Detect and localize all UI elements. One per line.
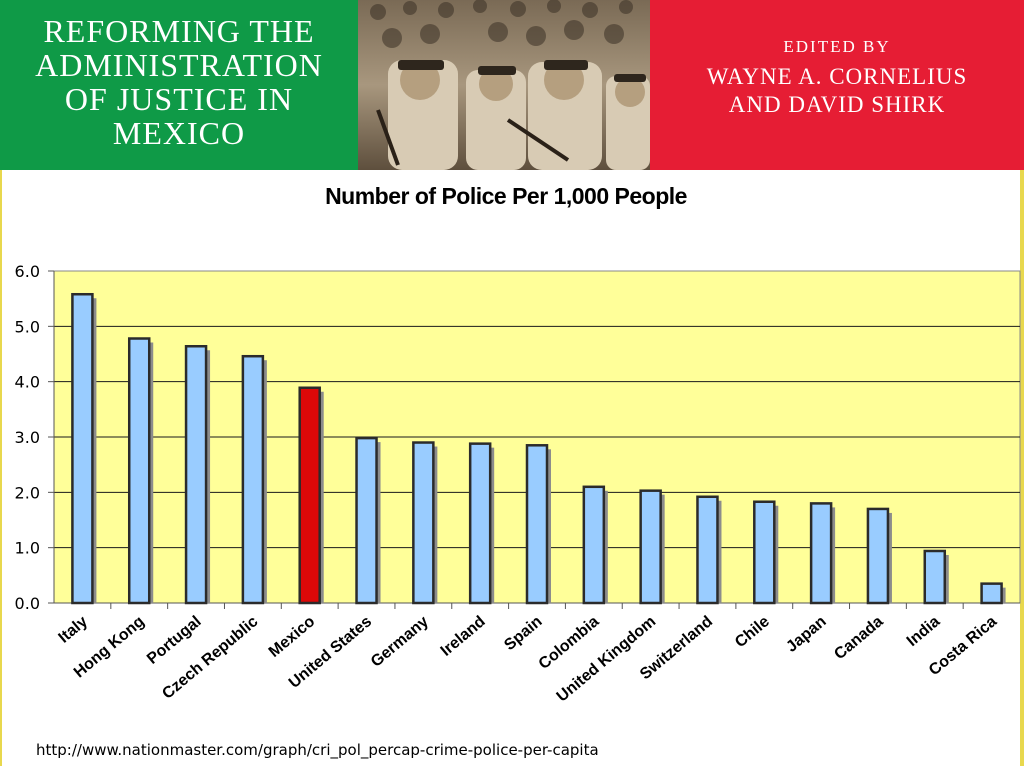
bar xyxy=(355,436,378,605)
banner-editors-panel: EDITED BY WAYNE A. CORNELIUS AND DAVID S… xyxy=(650,0,1024,170)
y-tick-label: 1.0 xyxy=(15,539,40,558)
bar xyxy=(127,337,151,605)
x-tick-label: Czech Republic xyxy=(159,613,261,703)
y-tick-label: 6.0 xyxy=(15,262,40,281)
bar xyxy=(980,582,1003,605)
x-tick-label: Mexico xyxy=(266,613,319,661)
bar xyxy=(468,442,492,605)
banner-title-panel: REFORMING THE ADMINISTRATION OF JUSTICE … xyxy=(0,0,358,170)
x-tick-label: Spain xyxy=(501,613,545,654)
bar xyxy=(241,354,265,605)
x-tick-label: Germany xyxy=(368,613,432,671)
bar xyxy=(809,502,833,605)
edited-by-label: EDITED BY xyxy=(783,37,891,56)
x-tick-label: India xyxy=(904,613,944,650)
bar xyxy=(866,507,890,605)
y-tick-label: 3.0 xyxy=(15,428,40,447)
bar xyxy=(71,292,94,605)
bar xyxy=(923,549,947,605)
y-tick-label: 5.0 xyxy=(15,317,40,336)
x-tick-label: Italy xyxy=(56,613,92,647)
bar-highlight xyxy=(298,386,321,605)
bar xyxy=(753,500,776,605)
bar xyxy=(412,441,435,605)
y-tick-label: 2.0 xyxy=(15,483,40,502)
x-tick-label: Canada xyxy=(831,613,886,663)
bar xyxy=(696,495,719,605)
bar xyxy=(582,485,606,605)
book-cover-banner: REFORMING THE ADMINISTRATION OF JUSTICE … xyxy=(0,0,1024,170)
x-tick-label: Chile xyxy=(732,613,773,651)
x-tick-label: Japan xyxy=(783,613,829,656)
bar xyxy=(639,489,662,605)
bar xyxy=(525,444,549,605)
chart-title: Number of Police Per 1,000 People xyxy=(325,183,687,209)
x-tick-label: United Kingdom xyxy=(554,613,660,705)
x-tick-label: Ireland xyxy=(438,613,489,660)
source-url: http://www.nationmaster.com/graph/cri_po… xyxy=(36,741,599,759)
book-title: REFORMING THE ADMINISTRATION OF JUSTICE … xyxy=(35,13,323,151)
bar xyxy=(184,345,208,605)
editor-names: WAYNE A. CORNELIUS AND DAVID SHIRK xyxy=(706,64,968,117)
y-tick-label: 0.0 xyxy=(15,594,40,613)
y-tick-label: 4.0 xyxy=(15,373,40,392)
police-parade-photo xyxy=(358,0,650,170)
